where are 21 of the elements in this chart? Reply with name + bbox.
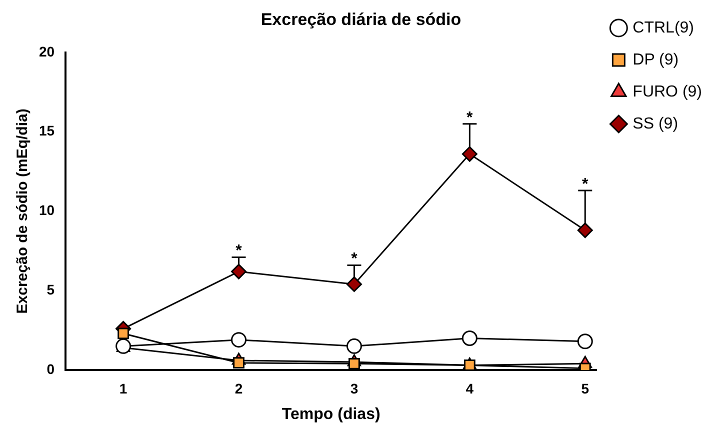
legend-label: DP (9): [632, 51, 679, 68]
x-tick-label: 1: [119, 380, 128, 396]
x-tick-label: 4: [466, 380, 474, 396]
y-tick-label: 15: [38, 122, 55, 139]
legend-label: FURO (9): [632, 83, 702, 100]
x-axis-title: Tempo (dias): [282, 406, 380, 423]
legend-label: SS (9): [632, 115, 678, 132]
x-tick-label: 3: [350, 380, 358, 396]
annotation: *: [236, 242, 243, 260]
y-axis-title: Excreção de sódio (mEq/dia): [14, 108, 32, 314]
y-tick-label: 10: [38, 202, 55, 218]
annotation: *: [582, 176, 590, 193]
x-tick-label: 2: [234, 380, 243, 396]
annotation: *: [351, 250, 358, 268]
y-tick-label: 0: [46, 360, 55, 377]
chart-title: Excreção diária de sódio: [260, 10, 462, 29]
x-tick-label: 5: [581, 380, 590, 396]
legend-label: CTRL(9): [632, 19, 694, 36]
y-tick-label: 5: [46, 281, 55, 298]
annotation: *: [466, 109, 474, 126]
y-tick-label: 20: [38, 43, 55, 60]
